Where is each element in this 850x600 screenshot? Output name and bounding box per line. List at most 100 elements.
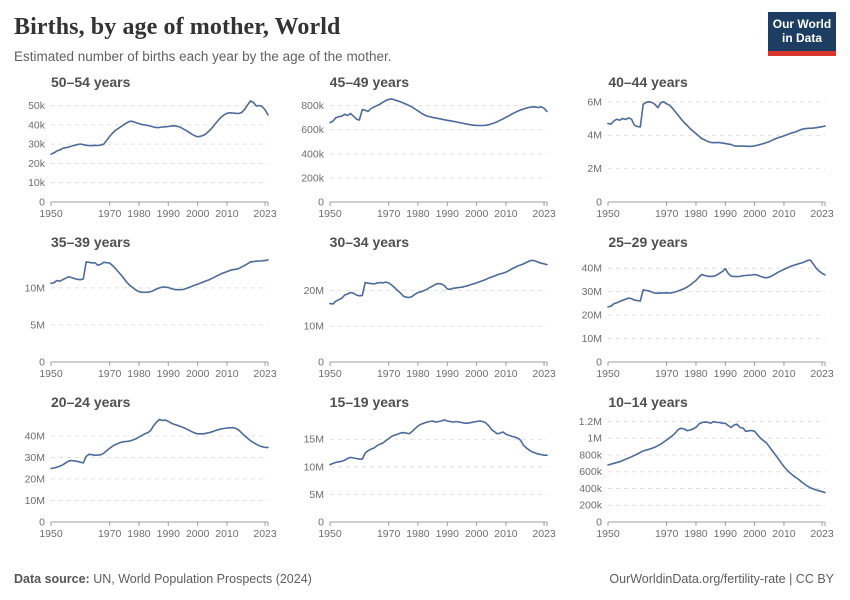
y-axis-tick-label: 30k (28, 139, 46, 151)
y-axis-tick-label: 4M (588, 130, 603, 142)
owid-logo[interactable]: Our World in Data (768, 12, 836, 56)
x-axis-tick-label: 2000 (465, 368, 489, 380)
x-axis-tick-label: 2010 (215, 368, 239, 380)
y-axis-tick-label: 0 (318, 517, 324, 529)
y-axis-tick-label: 10k (28, 177, 46, 189)
x-axis-tick-label: 2000 (465, 528, 489, 540)
y-axis-tick-label: 20M (25, 473, 45, 485)
x-axis-tick-label: 2000 (186, 528, 210, 540)
owid-logo-text: Our World in Data (768, 12, 836, 51)
line-chart: 0 2M 4M 6M 1950 1970 1980 1990 2000 2010 2023 (588, 96, 835, 220)
line-chart: 0 10k 20k 30k 40k 50k 1950 1970 1980 1990 2000 2010… (28, 100, 277, 220)
x-axis-tick-label: 1990 (714, 368, 738, 380)
owid-url-license-link[interactable]: OurWorldinData.org/fertility-rate | CC B… (609, 572, 834, 586)
x-axis-tick-label: 1980 (127, 368, 151, 380)
page-title: Births, by age of mother, World (14, 14, 341, 40)
y-axis-tick-label: 0 (318, 357, 324, 369)
x-axis-tick-label: 1980 (685, 368, 709, 380)
y-axis-tick-label: 20M (303, 285, 323, 297)
y-axis-tick-label: 5M (30, 319, 45, 331)
x-axis-tick-label: 2000 (743, 368, 767, 380)
data-line (50, 100, 269, 156)
y-axis-tick-label: 50k (28, 100, 46, 112)
y-axis-tick-label: 200k (580, 500, 604, 512)
x-axis-tick-label: 2023 (532, 368, 556, 380)
y-axis-tick-label: 0 (39, 357, 45, 369)
line-chart: 0 5M 10M 15M 1950 1970 1980 1990 2000 2010 2023 (303, 419, 556, 540)
x-axis-tick-label: 2010 (773, 368, 797, 380)
y-axis-tick-label: 0 (318, 197, 324, 209)
x-axis-tick-label: 1970 (655, 528, 679, 540)
x-axis-tick-label: 1970 (98, 368, 122, 380)
x-axis-tick-label: 2000 (186, 368, 210, 380)
x-axis-tick-label: 2010 (494, 528, 518, 540)
chart-panel-4: 35–39 years 0 5M 10M 1950 1970 1980 1990 2000 201… (14, 232, 279, 384)
data-line (607, 101, 827, 148)
x-axis-tick-label: 2010 (773, 528, 797, 540)
y-axis-tick-label: 200k (301, 172, 325, 184)
y-axis-tick-label: 30M (25, 452, 45, 464)
y-axis-tick-label: 800k (301, 100, 325, 112)
y-axis-tick-label: 6M (588, 96, 603, 108)
y-axis-tick-label: 600k (580, 466, 604, 478)
x-axis-tick-label: 2010 (773, 208, 797, 220)
y-axis-tick-label: 0 (596, 357, 602, 369)
chart-panel-3: 40–44 years 0 2M 4M 6M 1950 1970 1980 1990 2000 20… (571, 72, 836, 224)
line-chart: 0 200k 400k 600k 800k 1M 1.2M 1950 1970 1980 1990 2… (579, 416, 835, 540)
data-line (50, 418, 269, 470)
panel-title: 25–29 years (608, 234, 688, 250)
chart-panel-5: 30–34 years 0 10M 20M 1950 1970 1980 1990 2000 20… (293, 232, 558, 384)
x-axis-tick-label: 1990 (157, 208, 181, 220)
x-axis-tick-label: 1970 (377, 528, 401, 540)
x-axis-tick-label: 2023 (532, 208, 556, 220)
panel-title: 45–49 years (329, 74, 410, 90)
y-axis-tick-label: 1.2M (579, 416, 602, 428)
chart-panel-9: 10–14 years 0 200k 400k 600k 800k 1M 1.2M 1950 19… (571, 392, 836, 544)
data-source-label: Data source: (14, 572, 90, 586)
x-axis-tick-label: 2023 (253, 368, 277, 380)
y-axis-tick-label: 15M (303, 434, 323, 446)
x-axis-tick-label: 1950 (39, 528, 63, 540)
y-axis-tick-label: 40M (582, 263, 602, 275)
x-axis-tick-label: 1990 (714, 528, 738, 540)
data-line (607, 420, 827, 494)
x-axis-tick-label: 2023 (811, 528, 835, 540)
x-axis-tick-label: 2023 (532, 528, 556, 540)
x-axis-tick-label: 1980 (406, 528, 430, 540)
x-axis-tick-label: 1970 (98, 528, 122, 540)
x-axis-tick-label: 2023 (253, 208, 277, 220)
x-axis-tick-label: 2010 (494, 368, 518, 380)
line-chart: 0 200k 400k 600k 800k 1950 1970 1980 1990 2000 201… (301, 98, 556, 220)
x-axis-tick-label: 1990 (435, 528, 459, 540)
chart-footer: Data source: UN, World Population Prospe… (0, 564, 850, 600)
data-line (50, 259, 269, 294)
data-line (328, 259, 548, 305)
y-axis-tick-label: 0 (39, 517, 45, 529)
panel-title: 35–39 years (51, 234, 131, 250)
x-axis-tick-label: 1950 (597, 208, 621, 220)
x-axis-tick-label: 2000 (743, 528, 767, 540)
data-line (328, 98, 548, 127)
x-axis-tick-label: 1990 (157, 368, 181, 380)
chart-header: Births, by age of mother, World Estimate… (0, 0, 850, 68)
y-axis-tick-label: 800k (580, 449, 604, 461)
x-axis-tick-label: 1990 (157, 528, 181, 540)
x-axis-tick-label: 1990 (435, 368, 459, 380)
y-axis-tick-label: 0 (596, 197, 602, 209)
y-axis-tick-label: 40M (25, 430, 45, 442)
x-axis-tick-label: 1980 (685, 208, 709, 220)
y-axis-tick-label: 40k (28, 119, 46, 131)
x-axis-tick-label: 2023 (811, 368, 835, 380)
y-axis-tick-label: 1M (588, 433, 603, 445)
y-axis-tick-label: 10M (303, 321, 323, 333)
x-axis-tick-label: 2010 (494, 208, 518, 220)
y-axis-tick-label: 10M (303, 461, 323, 473)
x-axis-tick-label: 1980 (406, 208, 430, 220)
data-line (607, 259, 827, 308)
owid-logo-line2: in Data (781, 30, 822, 45)
x-axis-tick-label: 1950 (318, 208, 342, 220)
x-axis-tick-label: 2010 (215, 208, 239, 220)
panel-title: 50–54 years (51, 74, 131, 90)
x-axis-tick-label: 1950 (318, 528, 342, 540)
